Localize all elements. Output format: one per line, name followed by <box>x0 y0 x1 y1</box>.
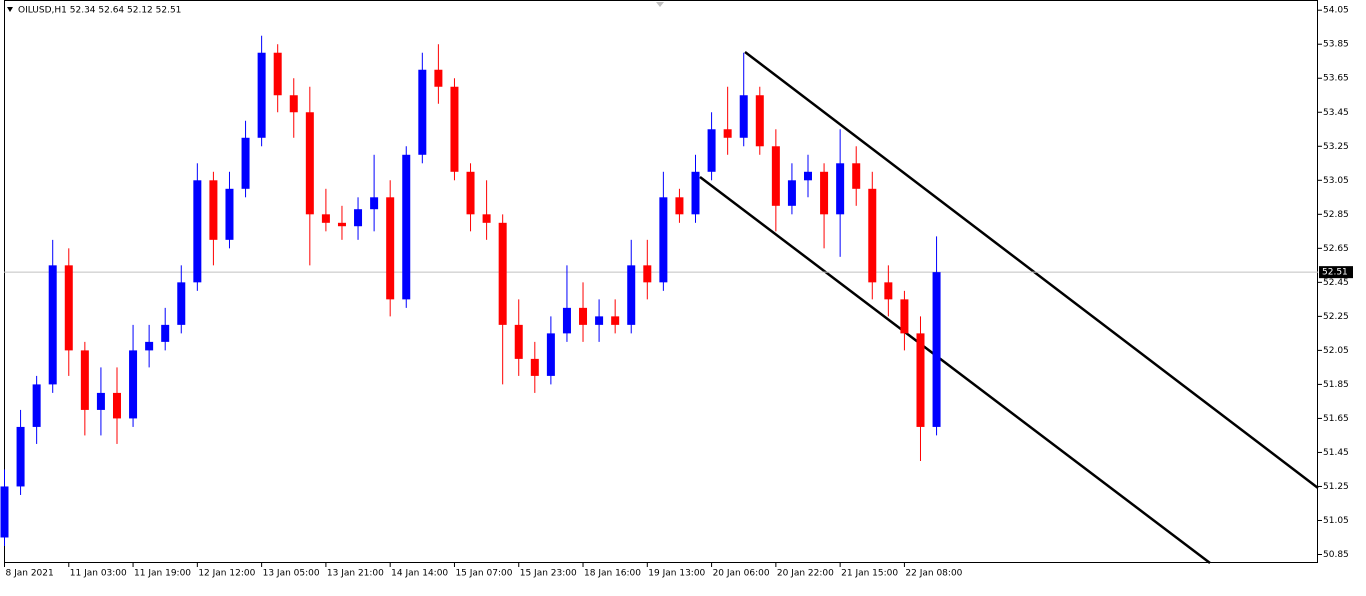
x-tick-label: 13 Jan 21:00 <box>327 569 384 579</box>
y-tick-label: 53.45 <box>1323 108 1349 118</box>
candle-body <box>96 392 105 410</box>
y-tick-label: 50.85 <box>1323 550 1349 560</box>
candle-body <box>321 214 330 223</box>
y-tick-label: 51.85 <box>1323 380 1349 390</box>
candle-body <box>161 324 170 342</box>
candle-body <box>370 197 379 210</box>
candle-body <box>611 316 620 325</box>
candle-body <box>305 112 314 215</box>
candle-body <box>739 95 748 138</box>
x-tick-label: 15 Jan 07:00 <box>455 569 512 579</box>
candle-body <box>209 180 218 240</box>
candle-body <box>643 265 652 283</box>
candle-body <box>884 282 893 300</box>
x-tick-label: 19 Jan 13:00 <box>648 569 705 579</box>
candle-body <box>64 265 73 351</box>
candle-body <box>771 146 780 206</box>
shift-marker <box>656 2 664 7</box>
symbol-menu[interactable] <box>7 7 13 12</box>
candle-body <box>354 209 363 227</box>
candle-body <box>193 180 202 283</box>
candle-body <box>402 154 411 300</box>
candle-body <box>48 265 57 385</box>
x-tick-label: 12 Jan 12:00 <box>198 569 255 579</box>
candle-body <box>482 214 491 223</box>
candle-body <box>755 95 764 147</box>
y-tick-label: 52.45 <box>1323 278 1349 288</box>
candle-body <box>900 299 909 334</box>
candle-body <box>257 52 266 138</box>
last-price-label: 52.51 <box>1322 268 1348 278</box>
y-tick-label: 54.05 <box>1323 6 1349 16</box>
y-tick-label: 51.25 <box>1323 482 1349 492</box>
y-tick-label: 52.85 <box>1323 210 1349 220</box>
candle-body <box>627 265 636 325</box>
chart-title: OILUSD,H1 52.34 52.64 52.12 52.51 <box>18 6 181 16</box>
candle-body <box>852 163 861 189</box>
candle-body <box>836 163 845 215</box>
candle-body <box>579 307 588 325</box>
x-tick-label: 11 Jan 03:00 <box>70 569 127 579</box>
y-tick-label: 53.65 <box>1323 74 1349 84</box>
x-tick-label: 14 Jan 14:00 <box>391 569 448 579</box>
candle-body <box>498 222 507 325</box>
y-tick-label: 53.25 <box>1323 142 1349 152</box>
channel-lower-line[interactable] <box>699 176 1211 564</box>
x-tick-label: 18 Jan 16:00 <box>584 569 641 579</box>
candle-body <box>562 307 571 334</box>
candle-body <box>80 350 89 410</box>
y-tick-label: 51.05 <box>1323 516 1349 526</box>
x-tick-label: 20 Jan 22:00 <box>777 569 834 579</box>
x-tick-label: 20 Jan 06:00 <box>713 569 770 579</box>
x-tick-label: 21 Jan 15:00 <box>841 569 898 579</box>
y-tick-label: 51.45 <box>1323 448 1349 458</box>
x-tick-label: 11 Jan 19:00 <box>134 569 191 579</box>
candle-body <box>466 171 475 215</box>
candle-body <box>16 426 25 487</box>
x-tick-label: 8 Jan 2021 <box>6 569 54 579</box>
candle-body <box>32 384 41 427</box>
candle-body <box>932 272 941 427</box>
y-tick-label: 51.65 <box>1323 414 1349 424</box>
candle-body <box>225 188 234 240</box>
candle-body <box>273 52 282 96</box>
candle-body <box>337 222 346 227</box>
last-price-box <box>1319 266 1353 279</box>
candle-body <box>675 197 684 215</box>
candle-body <box>450 86 459 172</box>
candle-body <box>530 358 539 376</box>
candle-body <box>916 333 925 427</box>
y-tick-label: 53.05 <box>1323 176 1349 186</box>
candle-body <box>595 316 604 325</box>
candle-body <box>129 350 138 419</box>
candle-body <box>659 197 668 283</box>
candle-body <box>112 392 121 419</box>
y-tick-label: 52.25 <box>1323 312 1349 322</box>
channel-upper-line[interactable] <box>744 51 1319 489</box>
x-tick-label: 15 Jan 23:00 <box>520 569 577 579</box>
candle-body <box>177 282 186 325</box>
candle-body <box>820 171 829 215</box>
x-tick-label: 22 Jan 08:00 <box>905 569 962 579</box>
candle-body <box>241 137 250 189</box>
candle-body <box>386 197 395 300</box>
candle-body <box>289 95 298 113</box>
y-tick-label: 52.05 <box>1323 346 1349 356</box>
candle-body <box>434 69 443 87</box>
candle-body <box>707 129 716 172</box>
candle-body <box>723 129 732 138</box>
candle-body <box>804 171 812 181</box>
candle-body <box>546 333 555 376</box>
candle-body <box>145 341 154 351</box>
candle-body <box>514 324 523 359</box>
candle-body <box>787 180 796 206</box>
candle-body <box>0 486 9 538</box>
candle-body <box>868 188 877 283</box>
candle-body <box>691 171 700 215</box>
y-tick-label: 52.65 <box>1323 244 1349 254</box>
y-tick-label: 53.85 <box>1323 40 1349 50</box>
candle-body <box>418 69 427 155</box>
x-tick-label: 13 Jan 05:00 <box>263 569 320 579</box>
